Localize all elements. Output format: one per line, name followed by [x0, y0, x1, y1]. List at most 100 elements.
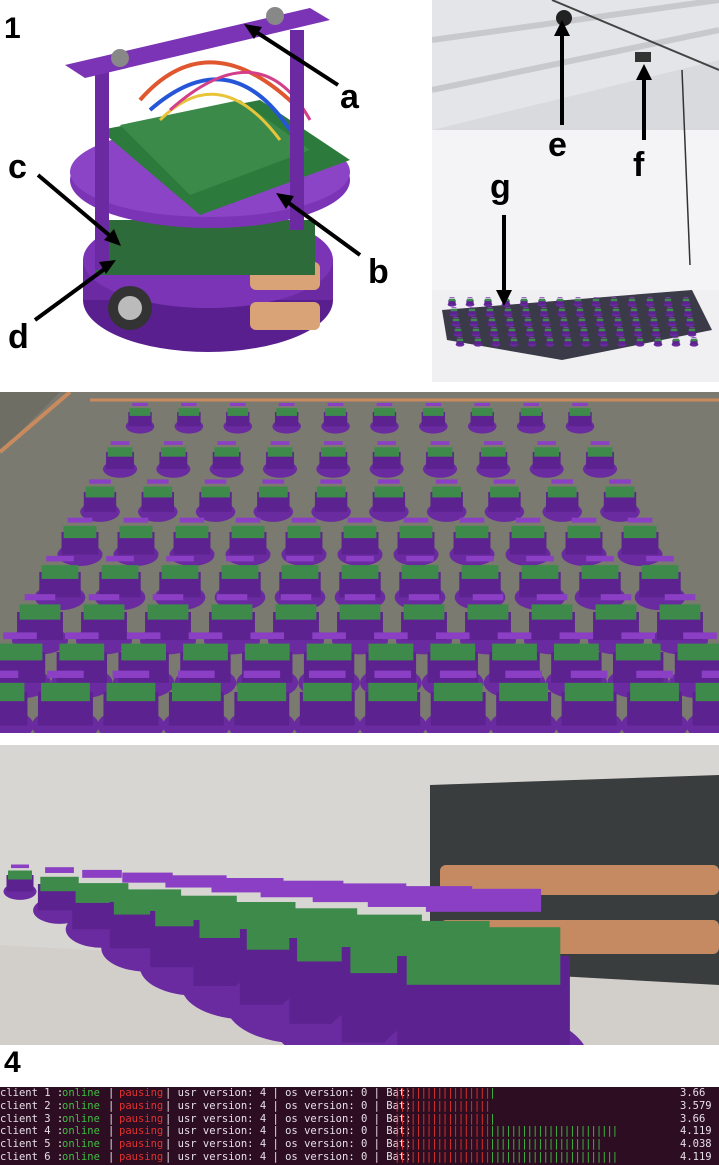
client-name: client 6 : — [0, 1150, 64, 1163]
grid-robot — [634, 555, 686, 611]
arena-robot — [579, 327, 589, 337]
arena-robot — [539, 307, 549, 317]
grid-robot — [574, 555, 626, 611]
battery-bar-high: |||||||||||||||||||||||| — [489, 1125, 618, 1138]
arena-robot — [665, 307, 675, 317]
grid-robot — [394, 555, 446, 611]
label-f: f — [633, 146, 645, 184]
arena-robot — [563, 337, 573, 347]
arena-robot — [689, 337, 699, 347]
row-robot — [383, 888, 584, 1045]
arena-robot — [519, 297, 529, 307]
grid-robot — [281, 517, 327, 567]
battery-value: 3.579 — [680, 1099, 712, 1112]
grid-robot — [94, 555, 146, 611]
arena-robot — [595, 317, 605, 327]
arena-robot — [663, 297, 673, 307]
grid-robot — [419, 402, 448, 434]
grid-robot — [125, 402, 155, 434]
separator: | — [108, 1150, 115, 1163]
arena-robot — [631, 317, 641, 327]
grid-robot — [321, 402, 350, 434]
battery-bar-low: |||||||||||||||||| — [394, 1112, 491, 1125]
arena-robot — [453, 327, 463, 337]
arena-robot — [575, 307, 585, 317]
client-name: client 4 : — [0, 1125, 64, 1138]
grid-robot — [311, 479, 351, 522]
grid-robot — [162, 670, 230, 733]
client-versions: | usr version: 4 | os version: 0 | Bat: — [165, 1112, 412, 1125]
grid-robot — [80, 479, 120, 522]
arena-robot — [635, 337, 645, 347]
arena-robot — [491, 337, 501, 347]
grid-robot — [223, 402, 253, 434]
client-online-status: online — [62, 1150, 100, 1163]
arena-robot — [537, 297, 547, 307]
arena-robot — [599, 337, 609, 347]
battery-bar-low: |||||||||||||||||| — [394, 1125, 491, 1138]
battery-value: 4.119 — [680, 1125, 712, 1138]
label-e: e — [548, 126, 567, 164]
client-pause-state: pausing — [119, 1138, 164, 1151]
arena-robot — [527, 337, 537, 347]
grid-robot — [102, 441, 138, 478]
client-online-status: online — [62, 1125, 100, 1138]
arena-robot — [611, 307, 621, 317]
client-status-terminal: client 1 : online | pausing | usr version: 4… — [0, 1087, 719, 1165]
grid-robot — [529, 441, 564, 478]
client-status-row: client 1 : online | pausing | usr version: 4… — [0, 1087, 719, 1100]
panel-number-4: 4 — [4, 1046, 21, 1079]
client-online-status: online — [62, 1099, 100, 1112]
arena-robot — [545, 337, 555, 347]
grid-robot — [293, 670, 361, 733]
arena-robot — [557, 307, 567, 317]
grid-robot — [484, 479, 525, 522]
client-pause-state: pausing — [119, 1087, 164, 1099]
arena-robot — [683, 307, 693, 317]
separator: | — [108, 1099, 115, 1112]
panel-number-1: 1 — [4, 12, 21, 45]
client-online-status: online — [62, 1112, 100, 1125]
grid-robot — [555, 670, 623, 733]
battery-value: 3.66 — [680, 1112, 706, 1125]
client-online-status: online — [62, 1138, 100, 1151]
grid-robot — [621, 670, 689, 733]
arena-robot — [523, 317, 533, 327]
arena-robot — [593, 307, 603, 317]
arena-robot — [651, 327, 661, 337]
arena-robot — [577, 317, 587, 327]
grid-robot — [34, 555, 86, 611]
grid-robot — [582, 441, 618, 478]
arena-robot — [505, 317, 515, 327]
client-status-row: client 5 : online | pausing | usr version: 4… — [0, 1138, 719, 1151]
battery-value: 4.038 — [680, 1138, 712, 1151]
arena-robot — [597, 327, 607, 337]
arena-robot — [559, 317, 569, 327]
battery-bar-low: |||||||||||||||||| — [394, 1087, 491, 1099]
grid-robot — [209, 441, 244, 478]
grid-robot — [424, 670, 492, 733]
label-c: c — [8, 148, 27, 186]
arena-robot — [671, 337, 681, 347]
arena-robot — [687, 327, 697, 337]
separator: | — [108, 1087, 115, 1099]
arena-robot — [573, 297, 583, 307]
client-name: client 1 : — [0, 1087, 64, 1099]
client-status-row: client 3 : online | pausing | usr version: 4… — [0, 1113, 719, 1126]
battery-bar-high: | — [489, 1112, 495, 1125]
arena-robot — [681, 297, 691, 307]
grid-robot — [0, 670, 34, 733]
arena-robot — [561, 327, 571, 337]
grid-robot — [137, 479, 178, 522]
grid-robot — [542, 479, 583, 522]
arena-robot — [483, 297, 493, 307]
grid-robot — [11, 594, 69, 655]
arena-robot — [507, 327, 517, 337]
arena-robot — [653, 337, 663, 347]
arena-robot — [581, 337, 591, 347]
client-status-row: client 4 : online | pausing | usr version: 4… — [0, 1125, 719, 1138]
arena-robot — [645, 297, 655, 307]
grid-robot — [272, 402, 301, 434]
robot-closeup-photo — [60, 0, 430, 380]
grid-robot — [369, 479, 409, 522]
